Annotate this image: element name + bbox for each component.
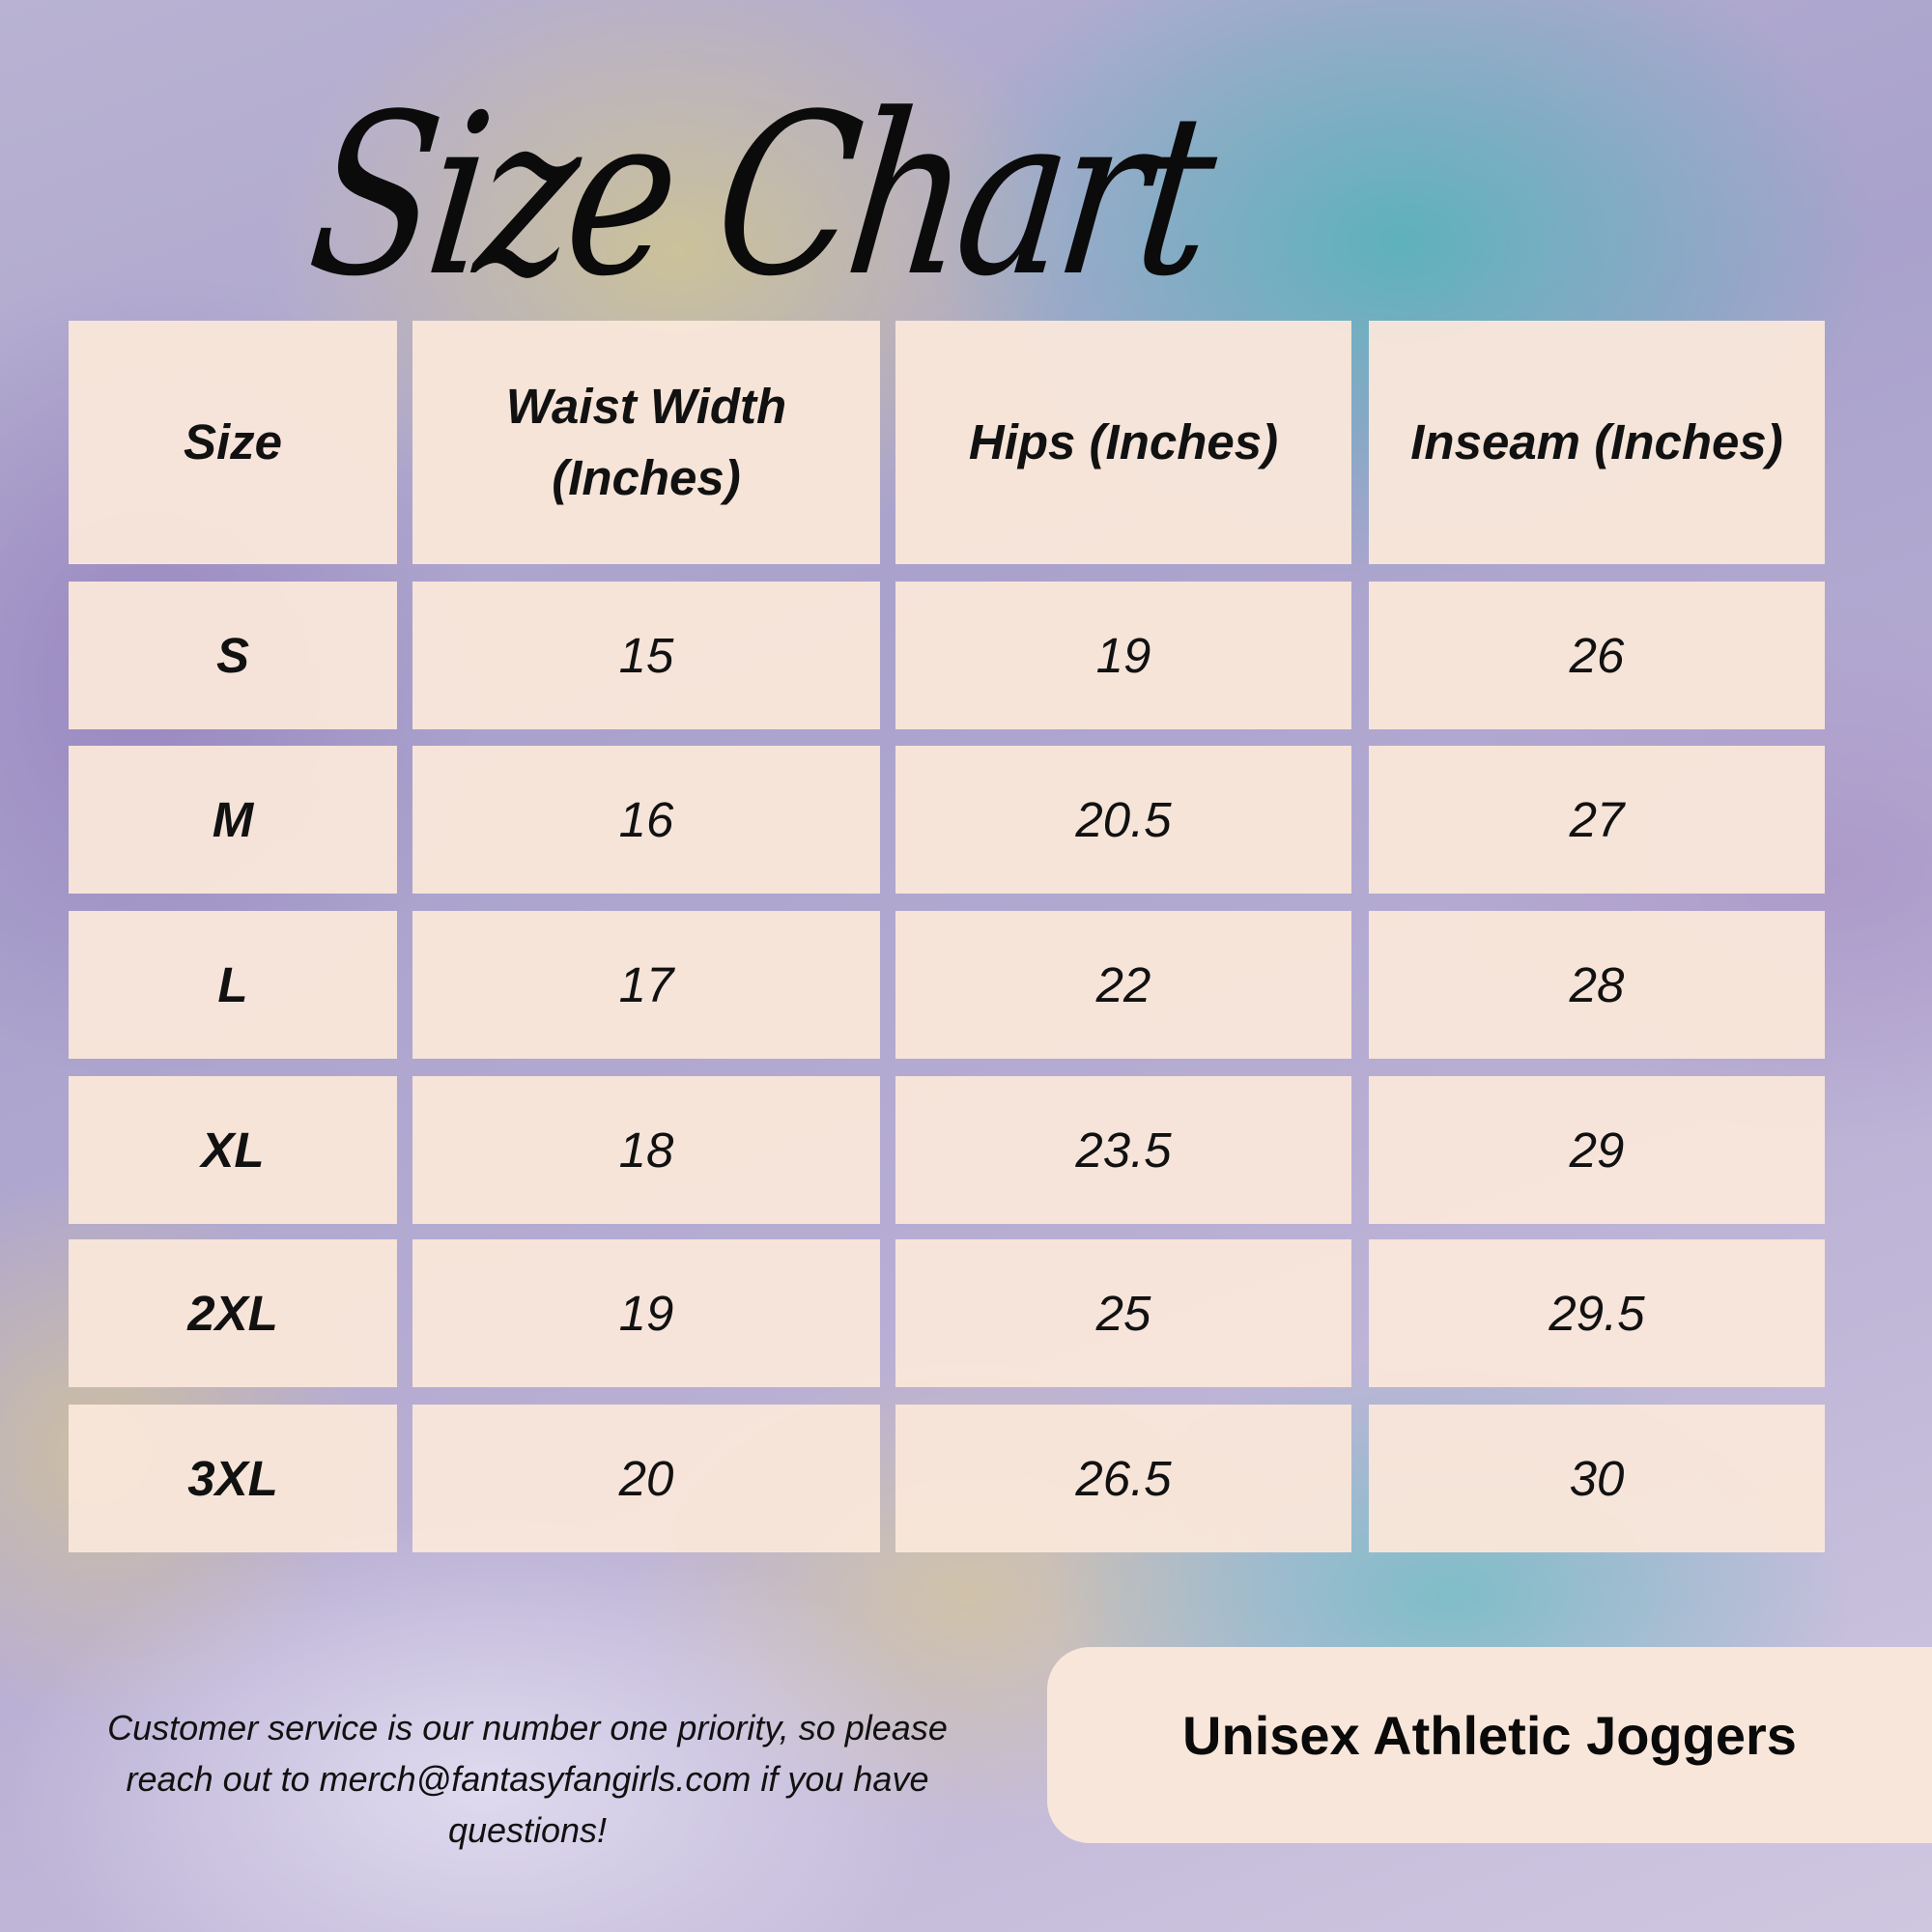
cell-inseam: 26 — [1369, 582, 1825, 729]
product-label: Unisex Athletic Joggers — [1047, 1647, 1932, 1843]
cell-waist: 17 — [412, 911, 880, 1059]
cell-size: M — [69, 746, 397, 894]
cell-size: L — [69, 911, 397, 1059]
cell-waist: 15 — [412, 582, 880, 729]
header-size: Size — [69, 321, 397, 564]
cell-hips: 23.5 — [895, 1076, 1351, 1224]
cell-hips: 25 — [895, 1239, 1351, 1387]
cell-hips: 20.5 — [895, 746, 1351, 894]
cell-inseam: 27 — [1369, 746, 1825, 894]
cell-waist: 19 — [412, 1239, 880, 1387]
cell-inseam: 29 — [1369, 1076, 1825, 1224]
cell-size: 2XL — [69, 1239, 397, 1387]
cell-size: S — [69, 582, 397, 729]
cell-waist: 16 — [412, 746, 880, 894]
page-title: Size Chart — [298, 68, 1220, 326]
cell-inseam: 28 — [1369, 911, 1825, 1059]
cell-inseam: 30 — [1369, 1405, 1825, 1552]
header-inseam: Inseam (Inches) — [1369, 321, 1825, 564]
cell-size: XL — [69, 1076, 397, 1224]
cell-inseam: 29.5 — [1369, 1239, 1825, 1387]
header-hips: Hips (Inches) — [895, 321, 1351, 564]
cell-waist: 20 — [412, 1405, 880, 1552]
customer-service-note: Customer service is our number one prior… — [107, 1708, 948, 1850]
cell-hips: 26.5 — [895, 1405, 1351, 1552]
cell-hips: 22 — [895, 911, 1351, 1059]
cell-waist: 18 — [412, 1076, 880, 1224]
cell-size: 3XL — [69, 1405, 397, 1552]
cell-hips: 19 — [895, 582, 1351, 729]
header-waist: Waist Width (Inches) — [412, 321, 880, 564]
